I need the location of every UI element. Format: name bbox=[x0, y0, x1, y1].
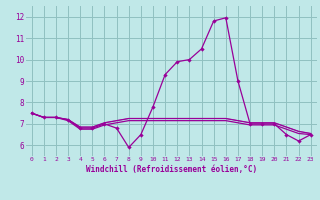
X-axis label: Windchill (Refroidissement éolien,°C): Windchill (Refroidissement éolien,°C) bbox=[86, 165, 257, 174]
